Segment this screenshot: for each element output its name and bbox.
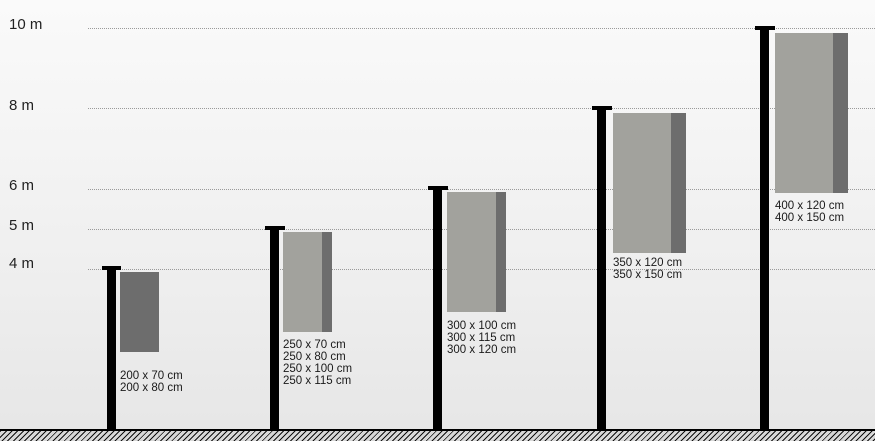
size-label: 300 x 115 cm	[447, 332, 516, 344]
gridline-10m	[88, 28, 875, 29]
size-label: 200 x 80 cm	[120, 382, 183, 394]
size-label: 250 x 80 cm	[283, 351, 346, 363]
flag-body	[775, 33, 833, 193]
flagpole-10m	[760, 28, 769, 431]
size-list-8m: 350 x 120 cm 350 x 150 cm	[613, 257, 682, 281]
size-list-5m: 250 x 70 cm 250 x 80 cm 250 x 100 cm 250…	[283, 339, 352, 387]
size-label: 400 x 150 cm	[775, 212, 845, 224]
size-label: 250 x 70 cm	[283, 339, 346, 351]
flag-body	[447, 192, 496, 312]
flag-body	[613, 113, 671, 253]
level-label-6m: 6 m	[9, 177, 35, 194]
size-list-10m: 400 x 120 cm 400 x 150 cm	[775, 200, 844, 224]
size-label: 300 x 120 cm	[447, 344, 517, 356]
size-label: 350 x 120 cm	[613, 257, 683, 269]
level-label-10m: 10 m	[9, 16, 43, 33]
size-label: 300 x 100 cm	[447, 320, 517, 332]
flag-extension	[671, 113, 686, 253]
level-label-4m: 4 m	[9, 255, 35, 272]
flag-400	[775, 33, 848, 193]
level-label-8m: 8 m	[9, 97, 35, 114]
flag-350	[613, 113, 686, 253]
size-label: 350 x 150 cm	[613, 269, 683, 281]
level-label-5m: 5 m	[9, 217, 35, 234]
flag-body	[283, 232, 322, 332]
flag-300	[447, 192, 506, 312]
size-list-6m: 300 x 100 cm 300 x 115 cm 300 x 120 cm	[447, 320, 516, 356]
flag-200	[120, 272, 159, 352]
size-list-4m: 200 x 70 cm 200 x 80 cm	[120, 370, 183, 394]
flag-250	[283, 232, 332, 332]
flag-body	[120, 272, 159, 352]
size-label: 250 x 100 cm	[283, 363, 353, 375]
gridline-6m	[88, 189, 875, 190]
size-label: 250 x 115 cm	[283, 375, 352, 387]
flagpole-5m	[270, 228, 279, 431]
flagpole-8m	[597, 108, 606, 431]
flagpole-4m	[107, 268, 116, 431]
flag-extension	[833, 33, 848, 193]
ground-hatching	[0, 429, 875, 441]
flagpole-6m	[433, 188, 442, 431]
flag-extension	[496, 192, 506, 312]
size-label: 200 x 70 cm	[120, 370, 183, 382]
gridline-8m	[88, 108, 875, 109]
size-label: 400 x 120 cm	[775, 200, 845, 212]
flag-extension	[322, 232, 332, 332]
